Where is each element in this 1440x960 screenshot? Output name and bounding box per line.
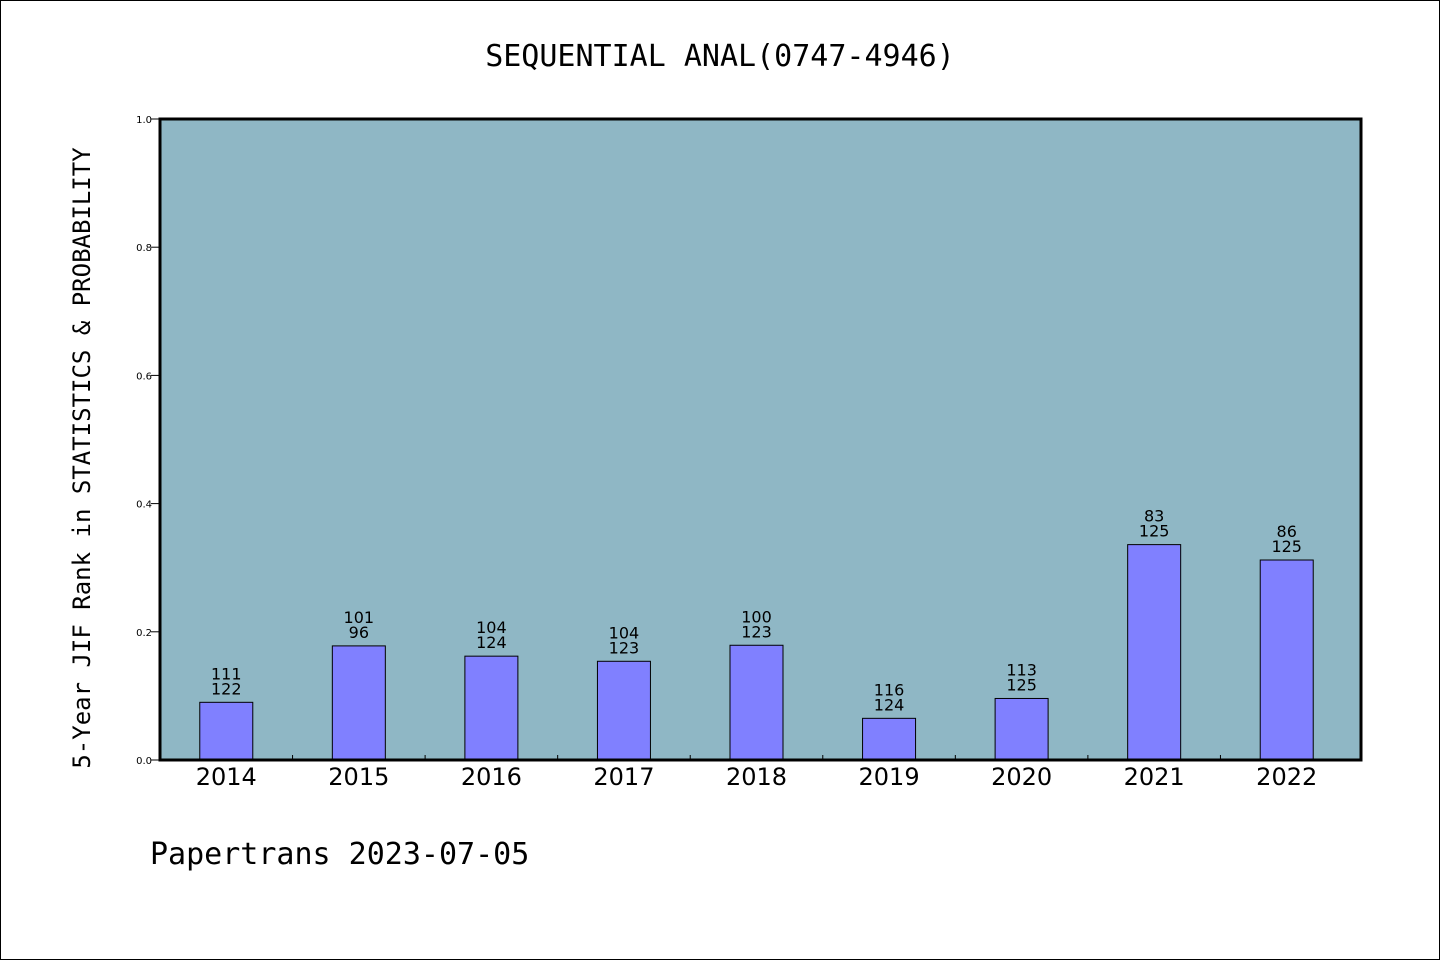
y-tick-label: 1.0 [136, 115, 152, 126]
bar-rank-label: 100 [741, 607, 772, 626]
x-tick-label: 2018 [726, 763, 787, 791]
bar-total-label: 124 [874, 695, 905, 714]
bar-total-label: 123 [609, 638, 640, 657]
x-tick-label: 2022 [1256, 763, 1317, 791]
bar-2015 [331, 645, 386, 761]
bars-group [199, 544, 1314, 761]
bar-rank-label: 86 [1277, 522, 1297, 541]
x-tick-label: 2019 [859, 763, 920, 791]
bar-2018 [729, 644, 784, 761]
y-tick-label: 0.2 [136, 628, 152, 639]
bar-total-label: 123 [741, 622, 772, 641]
bar-2021 [1127, 544, 1182, 761]
footer-text: Papertrans 2023-07-05 [150, 837, 529, 872]
x-tick-label: 2015 [328, 763, 389, 791]
bar-2017 [596, 660, 651, 761]
bar-2016 [464, 655, 519, 761]
bar-total-label: 125 [1271, 537, 1302, 556]
bar-2014 [199, 701, 254, 761]
bar-2022 [1259, 559, 1314, 761]
x-tick-label: 2020 [991, 763, 1052, 791]
y-tick-label: 0.0 [136, 756, 152, 767]
bar-total-label: 124 [476, 633, 507, 652]
bar-rank-label: 104 [609, 623, 640, 642]
y-tick-label: 0.4 [136, 500, 152, 511]
x-tick-label: 2017 [593, 763, 654, 791]
x-axis: 2014 2015 2016 2017 2018 2019 2020 2021 2022 [196, 755, 1317, 791]
bar-total-label: 96 [349, 623, 369, 642]
bar-rank-label: 101 [344, 608, 375, 627]
bar-total-label: 125 [1006, 675, 1037, 694]
y-axis: 0.0 0.2 0.4 0.6 0.8 1.0 [136, 115, 160, 767]
bar-2019 [862, 717, 917, 761]
plot-border [158, 117, 1363, 762]
bar-rank-label: 111 [211, 664, 242, 683]
bar-rank-label: 104 [476, 618, 507, 637]
chart-title: SEQUENTIAL ANAL(0747-4946) [485, 39, 955, 74]
x-tick-label: 2014 [196, 763, 257, 791]
y-tick-label: 0.8 [136, 243, 152, 254]
bar-2020 [994, 697, 1049, 761]
bar-rank-label: 113 [1006, 660, 1037, 679]
bar-rank-label: 116 [874, 680, 905, 699]
x-tick-label: 2016 [461, 763, 522, 791]
x-tick-label: 2021 [1124, 763, 1185, 791]
y-axis-label: 5-Year JIF Rank in STATISTICS & PROBABIL… [68, 147, 96, 769]
bar-total-label: 122 [211, 679, 242, 698]
y-tick-label: 0.6 [136, 371, 152, 382]
bar-total-label: 125 [1139, 522, 1170, 541]
bar-rank-label: 83 [1144, 507, 1164, 526]
